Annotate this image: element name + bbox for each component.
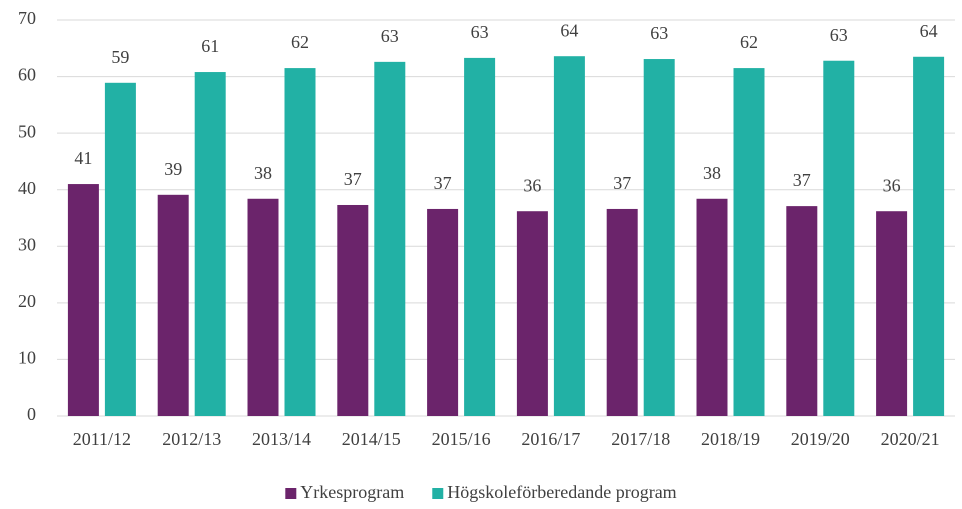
bar	[733, 68, 765, 416]
bar	[337, 204, 369, 416]
bar	[157, 194, 189, 416]
bar	[696, 198, 728, 416]
value-label: 63	[381, 26, 399, 46]
x-tick-label: 2017/18	[611, 429, 670, 449]
y-tick-label: 20	[18, 291, 36, 311]
value-label: 63	[650, 23, 668, 43]
bar	[194, 72, 226, 416]
bar	[374, 61, 406, 417]
value-label: 41	[74, 148, 92, 168]
legend-label: Högskoleförberedande program	[447, 482, 676, 502]
value-label: 37	[344, 169, 362, 189]
bar	[913, 56, 945, 417]
legend-swatch	[285, 488, 297, 499]
bar	[823, 60, 855, 416]
bar	[553, 56, 585, 416]
value-label: 62	[740, 32, 758, 52]
y-tick-label: 10	[18, 348, 36, 368]
bar	[247, 198, 279, 416]
bar	[464, 57, 496, 416]
bar	[606, 208, 638, 416]
bar	[284, 68, 316, 416]
value-label: 64	[920, 21, 938, 41]
x-tick-label: 2019/20	[791, 429, 850, 449]
value-label: 37	[434, 173, 452, 193]
x-tick-label: 2011/12	[73, 429, 131, 449]
x-tick-label: 2014/15	[342, 429, 401, 449]
y-tick-label: 60	[18, 65, 36, 85]
bar	[786, 206, 818, 416]
bar	[104, 82, 136, 417]
value-label: 39	[164, 159, 182, 179]
x-tick-label: 2020/21	[881, 429, 940, 449]
y-tick-label: 0	[27, 404, 36, 424]
bar	[876, 211, 908, 416]
x-tick-label: 2013/14	[252, 429, 311, 449]
legend-label: Yrkesprogram	[300, 482, 404, 502]
x-tick-label: 2015/16	[432, 429, 491, 449]
bar	[67, 184, 99, 416]
value-label: 36	[883, 175, 901, 195]
x-tick-label: 2012/13	[162, 429, 221, 449]
value-label: 63	[471, 22, 489, 42]
y-tick-label: 50	[18, 121, 36, 141]
value-label: 62	[291, 32, 309, 52]
value-label: 64	[560, 20, 578, 40]
value-label: 61	[201, 36, 219, 56]
value-label: 38	[254, 163, 272, 183]
legend-swatch	[432, 488, 444, 499]
value-label: 36	[523, 175, 541, 195]
x-tick-label: 2018/19	[701, 429, 760, 449]
y-tick-label: 40	[18, 178, 36, 198]
value-label: 37	[793, 170, 811, 190]
value-label: 38	[703, 163, 721, 183]
value-label: 59	[111, 47, 129, 67]
x-tick-label: 2016/17	[521, 429, 580, 449]
bar	[516, 211, 548, 416]
y-tick-label: 30	[18, 234, 36, 254]
y-tick-label: 70	[18, 8, 36, 28]
value-label: 37	[613, 173, 631, 193]
bar	[643, 59, 675, 416]
bar	[427, 208, 459, 416]
value-label: 63	[830, 25, 848, 45]
